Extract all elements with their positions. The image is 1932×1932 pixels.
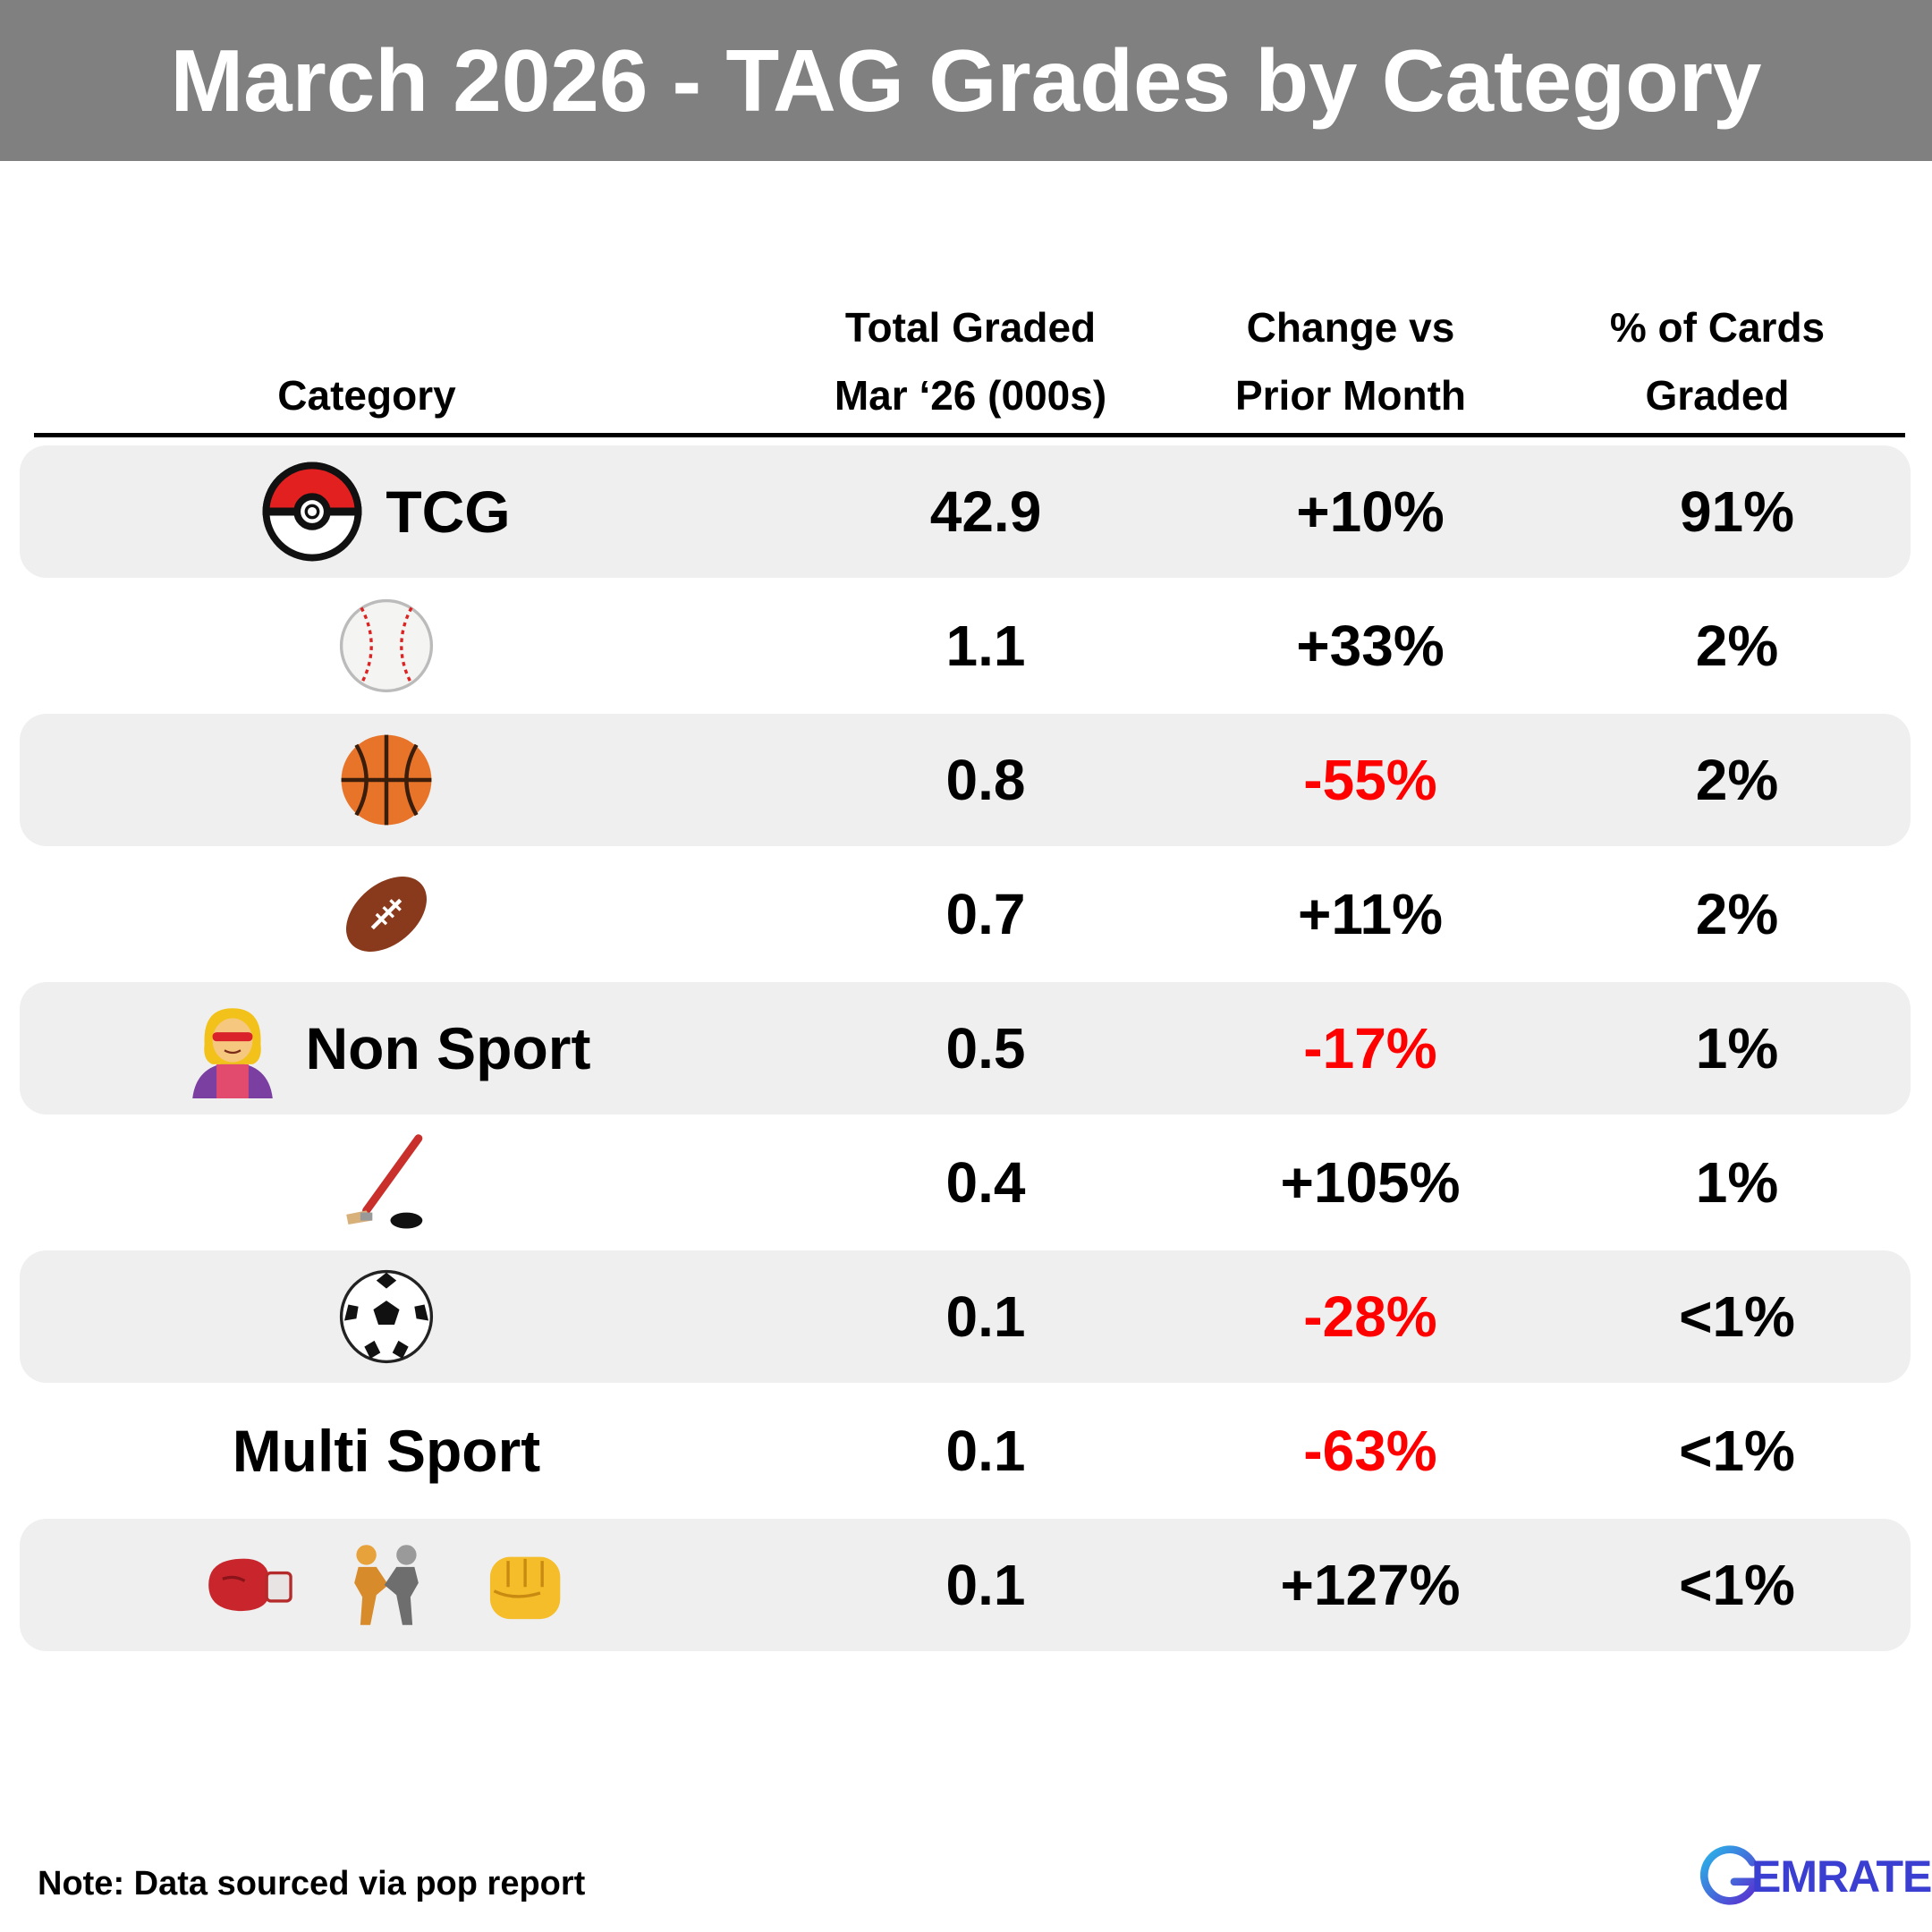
page-title: March 2026 - TAG Grades by Category [170,30,1762,130]
soccer-ball-icon [336,1267,436,1367]
change-cell: +33% [1296,614,1445,678]
category-cell: TCG [20,445,753,578]
gemrate-logo-mark [1699,1845,1760,1905]
pct-cell: 2% [1695,882,1779,946]
header-total-line2: Mar ‘26 (000s) [834,372,1107,419]
total-cell: 1.1 [945,614,1026,678]
header-total: Total Graded Mar ‘26 (000s) [796,293,1145,429]
fist-icon [474,1535,574,1635]
header-category: Category [0,361,733,429]
football-icon [336,864,436,964]
total-cell: 0.1 [945,1553,1026,1617]
change-cell: -55% [1303,748,1437,812]
boxing-glove-icon [199,1535,299,1635]
hockey-icon [336,1132,436,1233]
header-change: Change vs Prior Month [1154,293,1547,429]
change-cell: -17% [1303,1016,1437,1080]
pct-cell: 1% [1695,1150,1779,1215]
table-row: 0.7 +11% 2% [20,848,1911,980]
total-cell: 0.7 [945,882,1026,946]
change-cell: +127% [1280,1553,1461,1617]
table-row: Non Sport 0.5 -17% 1% [20,982,1911,1114]
pct-cell: <1% [1679,1553,1795,1617]
header-pct-line1: % of Cards [1609,304,1826,351]
category-cell [20,1250,753,1383]
category-cell [20,1116,753,1249]
category-label: Multi Sport [232,1418,541,1484]
category-cell [20,714,753,846]
header-pct: % of Cards Graded [1538,293,1896,429]
total-cell: 0.1 [945,1284,1026,1349]
category-cell: Multi Sport [20,1385,753,1517]
category-cell [20,580,753,712]
pct-cell: 2% [1695,748,1779,812]
pokeball-icon [262,462,362,562]
table-row: Multi Sport 0.1 -63% <1% [20,1385,1911,1517]
category-label: Non Sport [305,1015,591,1081]
header-rule [34,433,1905,437]
total-cell: 0.1 [945,1419,1026,1483]
table-row: 1.1 +33% 2% [20,580,1911,712]
header-change-line2: Prior Month [1234,372,1467,419]
table-row: 0.8 -55% 2% [20,714,1911,846]
category-cell [20,848,753,980]
title-banner: March 2026 - TAG Grades by Category [0,0,1932,161]
change-cell: +11% [1298,882,1443,946]
pct-cell: <1% [1679,1419,1795,1483]
header-category-label: Category [277,372,456,419]
change-cell: +10% [1296,479,1445,544]
basketball-icon [336,730,436,830]
change-cell: -63% [1303,1419,1437,1483]
total-cell: 0.4 [945,1150,1026,1215]
pct-cell: <1% [1679,1284,1795,1349]
header-pct-line2: Graded [1645,372,1790,419]
table-row: TCG 42.9 +10% 91% [20,445,1911,578]
pct-cell: 2% [1695,614,1779,678]
change-cell: -28% [1303,1284,1437,1349]
pct-cell: 1% [1695,1016,1779,1080]
superhero-icon [182,998,283,1098]
wrestlers-icon [336,1535,436,1635]
change-cell: +105% [1280,1150,1461,1215]
header-total-line1: Total Graded [844,304,1097,351]
gemrate-logo: EMRATE [1699,1841,1932,1912]
category-label: TCG [386,479,511,545]
table-row: 0.1 +127% <1% [20,1519,1911,1651]
baseball-icon [336,596,436,696]
pct-cell: 91% [1679,479,1795,544]
total-cell: 0.5 [945,1016,1026,1080]
footer-note: Note: Data sourced via pop report [38,1865,586,1902]
table-row: 0.4 +105% 1% [20,1116,1911,1249]
header-change-line1: Change vs [1246,304,1455,351]
category-cell [20,1519,753,1651]
total-cell: 42.9 [929,479,1042,544]
gemrate-logo-text: EMRATE [1751,1852,1932,1902]
total-cell: 0.8 [945,748,1026,812]
category-cell: Non Sport [20,982,753,1114]
table-row: 0.1 -28% <1% [20,1250,1911,1383]
